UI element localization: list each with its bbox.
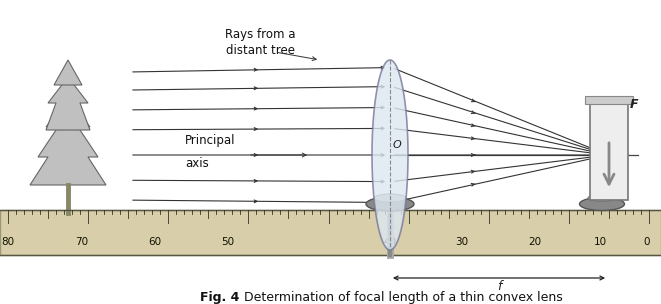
Text: 20: 20 bbox=[528, 237, 541, 247]
Ellipse shape bbox=[374, 194, 406, 202]
Text: Fig. 4: Fig. 4 bbox=[200, 292, 239, 304]
Ellipse shape bbox=[588, 195, 616, 202]
Text: O: O bbox=[393, 140, 402, 150]
Text: 70: 70 bbox=[75, 237, 89, 247]
Text: axis: axis bbox=[185, 157, 209, 170]
Text: 80: 80 bbox=[1, 237, 15, 247]
Bar bbox=[585, 96, 633, 104]
Bar bbox=[590, 100, 628, 200]
Bar bbox=[0, 210, 661, 255]
Text: f: f bbox=[497, 280, 501, 293]
Text: 30: 30 bbox=[455, 237, 469, 247]
Polygon shape bbox=[30, 97, 106, 185]
Polygon shape bbox=[54, 60, 82, 85]
Text: Determination of focal length of a thin convex lens: Determination of focal length of a thin … bbox=[236, 292, 563, 304]
Polygon shape bbox=[46, 77, 90, 130]
Text: F: F bbox=[630, 98, 639, 111]
Text: Rays from a
distant tree: Rays from a distant tree bbox=[225, 28, 295, 57]
Polygon shape bbox=[372, 60, 408, 250]
Text: 60: 60 bbox=[149, 237, 161, 247]
Text: 40: 40 bbox=[383, 237, 397, 247]
Text: 0: 0 bbox=[644, 237, 650, 247]
Ellipse shape bbox=[580, 198, 625, 210]
Text: 10: 10 bbox=[594, 237, 607, 247]
Text: Principal: Principal bbox=[185, 134, 235, 147]
Text: 50: 50 bbox=[221, 237, 235, 247]
Ellipse shape bbox=[366, 197, 414, 211]
